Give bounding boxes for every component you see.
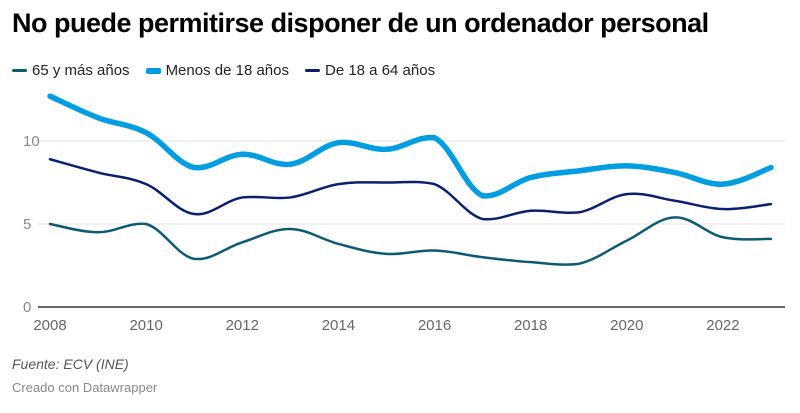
legend-label-under-18: Menos de 18 años: [165, 62, 289, 79]
y-tick-label: 5: [23, 216, 31, 233]
y-axis-ticks: 0 5 10: [23, 133, 40, 316]
grid-lines: [38, 140, 785, 308]
x-tick-label: 2014: [322, 317, 355, 334]
series-line-18-64: [48, 158, 773, 221]
x-axis-ticks: 2008 2010 2012 2014 2016 2018 2020 2022: [33, 317, 739, 334]
legend-swatch-18-64: [304, 69, 320, 72]
x-tick-label: 2012: [226, 317, 259, 334]
x-tick-label: 2018: [514, 317, 547, 334]
legend-swatch-under-18: [145, 67, 161, 74]
x-tick-label: 2020: [610, 317, 643, 334]
y-tick-label: 10: [23, 133, 40, 150]
legend-label-65-plus: 65 y más años: [32, 62, 130, 79]
legend-item-18-64: De 18 a 64 años: [304, 62, 436, 79]
chart-title: No puede permitirse disponer de un orden…: [12, 8, 709, 38]
x-tick-label: 2010: [129, 317, 162, 334]
y-tick-label: 0: [23, 299, 31, 316]
source-note: Fuente: ECV (INE): [12, 356, 129, 372]
x-tick-label: 2016: [418, 317, 451, 334]
x-tick-label: 2022: [706, 317, 739, 334]
legend-label-18-64: De 18 a 64 años: [324, 62, 436, 79]
legend: 65 y más años Menos de 18 años De 18 a 6…: [12, 62, 451, 79]
series-lines: [47, 93, 774, 266]
legend-item-under-18: Menos de 18 años: [145, 62, 289, 79]
credit-note: Creado con Datawrapper: [12, 380, 158, 395]
x-tick-label: 2008: [33, 317, 66, 334]
series-line-65-plus: [48, 216, 773, 266]
legend-item-65-plus: 65 y más años: [12, 62, 130, 79]
series-line-under-18: [47, 93, 774, 199]
legend-swatch-65-plus: [12, 69, 27, 72]
